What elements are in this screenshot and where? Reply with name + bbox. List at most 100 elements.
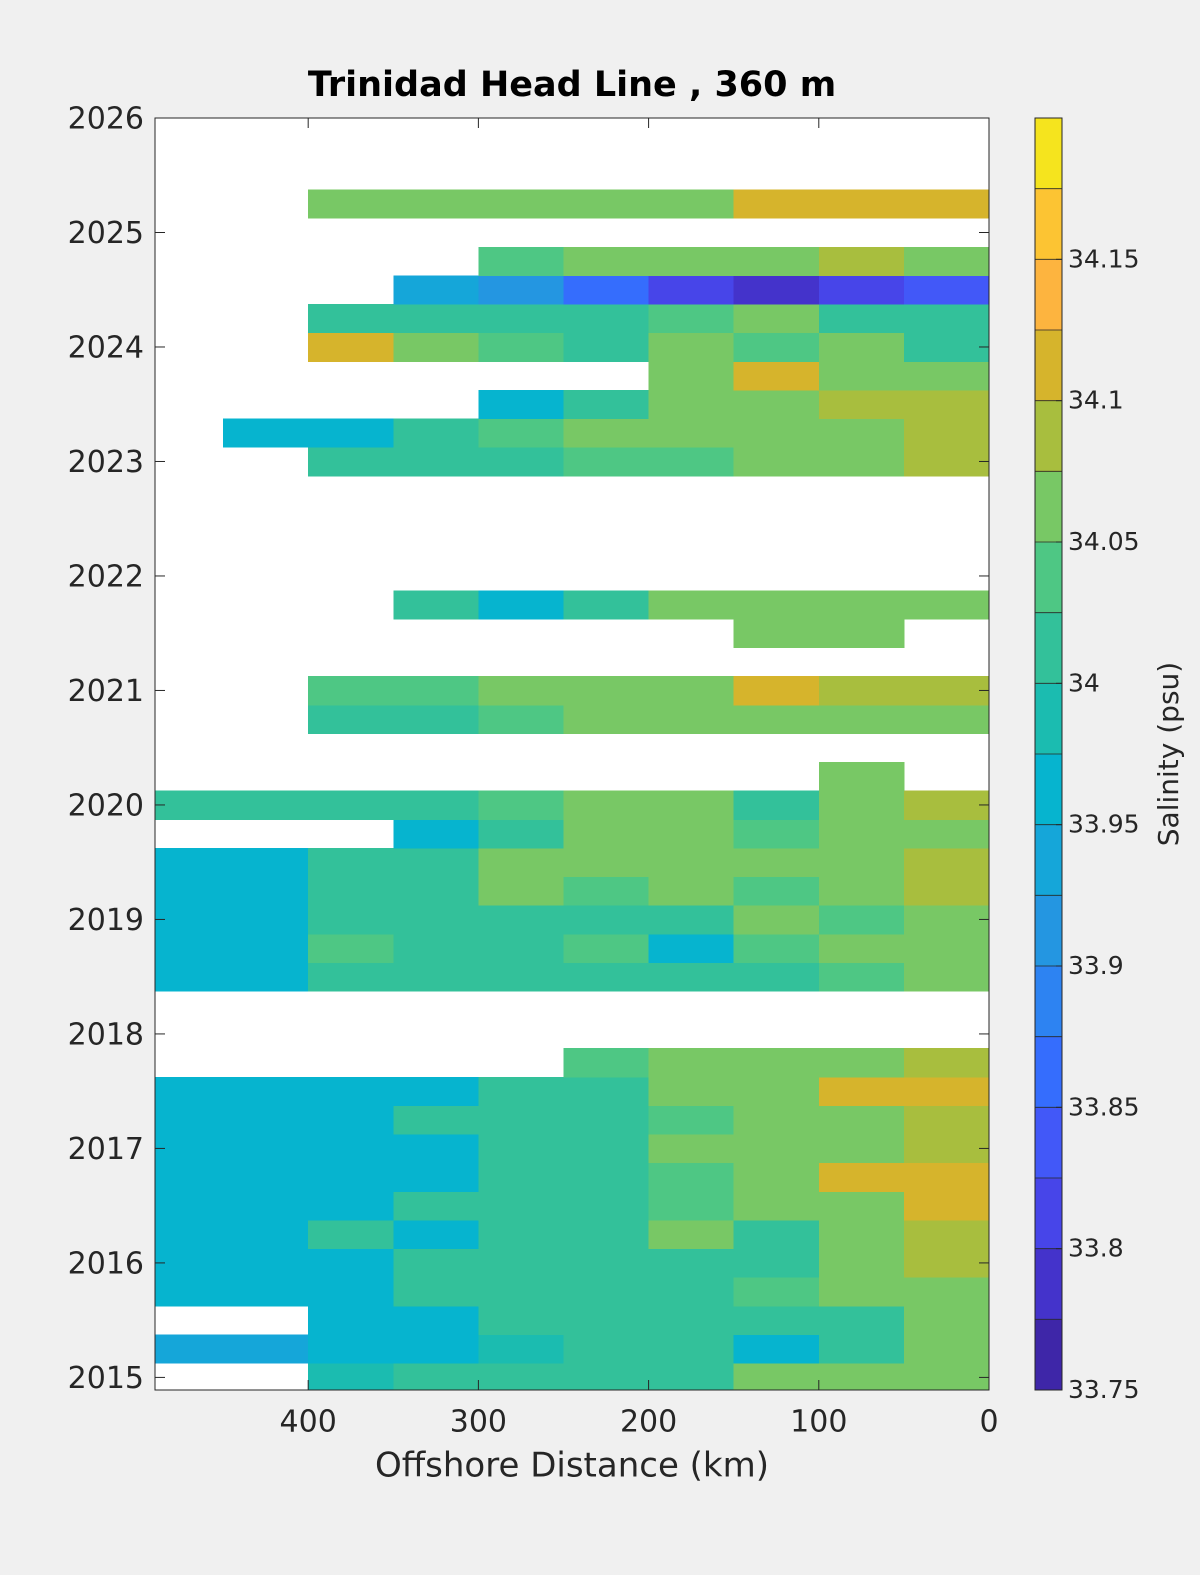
contour-cell [903,962,989,992]
y-tick-label: 2017 [68,1132,144,1167]
contour-cell [478,1162,564,1192]
contour-cell [903,1219,989,1250]
contour-cell [818,447,905,477]
contour-cell [393,676,479,706]
contour-cell [733,905,820,935]
contour-cell [393,1105,479,1135]
contour-cell [818,1105,905,1135]
contour-cell [733,332,820,362]
contour-cell [903,332,989,362]
contour-cell [563,704,650,734]
contour-cell [308,1305,394,1335]
contour-cell [308,1219,394,1250]
contour-cell [648,389,735,420]
contour-cell [733,189,820,219]
contour-cell [903,361,989,391]
contour-cell [903,876,989,906]
contour-cell [903,590,989,620]
contour-cell [818,275,905,305]
colorbar-swatch [1035,542,1062,614]
contour-cell [155,1334,224,1364]
contour-cell [308,418,394,448]
contour-cell [818,1277,905,1307]
contour-cell [903,389,989,420]
contour-cell [563,189,650,219]
contour-cell [478,418,564,448]
contour-cell [308,1105,394,1135]
contour-cell [648,1076,735,1106]
contour-cell [733,1048,820,1078]
contour-cell [648,1134,735,1164]
contour-cell [478,1076,564,1106]
contour-cell [563,847,650,878]
contour-cell [733,790,820,820]
contour-cell [155,1162,224,1192]
y-tick-label: 2018 [68,1017,144,1052]
contour-cell [903,933,989,963]
contour-cell [155,933,224,963]
contour-cell [648,1334,735,1364]
colorbar-swatch [1035,754,1062,826]
contour-cell [903,1076,989,1106]
contour-cell [818,819,905,849]
colorbar-tick-label: 33.95 [1068,810,1140,839]
contour-cell [393,1363,479,1390]
contour-cell [903,1191,989,1221]
y-tick-label: 2025 [68,216,144,251]
contour-cell [393,1162,479,1192]
contour-cell [155,1134,224,1164]
contour-cell [393,1305,479,1335]
contour-cell [903,790,989,820]
colorbar-swatch [1035,895,1062,967]
contour-cell [563,790,650,820]
colorbar-tick-label: 33.75 [1068,1375,1140,1404]
contour-cell [393,332,479,362]
contour-cell [733,361,820,391]
contour-cell [563,905,650,935]
contour-cell [818,1363,905,1390]
contour-cell [393,704,479,734]
contour-cell [393,962,479,992]
contour-cell [478,962,564,992]
contour-cell [308,1363,394,1390]
contour-cell [818,189,905,219]
contour-cell [563,418,650,448]
contour-cell [308,704,394,734]
contour-field [155,189,989,1390]
contour-cell [478,1105,564,1135]
contour-cell [648,1105,735,1135]
contour-cell [648,905,735,935]
contour-cell [648,189,735,219]
contour-cell [648,1305,735,1335]
contour-cell [818,1162,905,1192]
colorbar-swatch [1035,966,1062,1038]
colorbar-tick-label: 34.1 [1068,386,1124,415]
contour-cell [818,962,905,992]
contour-cell [733,962,820,992]
contour-cell [155,1248,224,1278]
contour-cell [393,1191,479,1221]
contour-cell [818,618,905,649]
contour-cell [818,1334,905,1364]
contour-cell [903,1305,989,1335]
y-tick-label: 2020 [68,788,144,823]
contour-cell [733,1134,820,1164]
contour-cell [563,1219,650,1250]
contour-cell [563,1076,650,1106]
contour-cell [155,876,224,906]
y-tick-label: 2022 [68,559,144,594]
contour-cell [903,676,989,706]
contour-cell [308,1191,394,1221]
contour-cell [733,1305,820,1335]
contour-cell [393,189,479,219]
contour-cell [648,361,735,391]
contour-cell [478,590,564,620]
colorbar-tick-label: 33.9 [1068,951,1124,980]
x-tick-label: 400 [280,1405,337,1440]
contour-cell [648,275,735,305]
contour-cell [733,1105,820,1135]
contour-cell [563,1363,650,1390]
contour-cell [308,1076,394,1106]
contour-cell [308,1334,394,1364]
contour-cell [648,790,735,820]
